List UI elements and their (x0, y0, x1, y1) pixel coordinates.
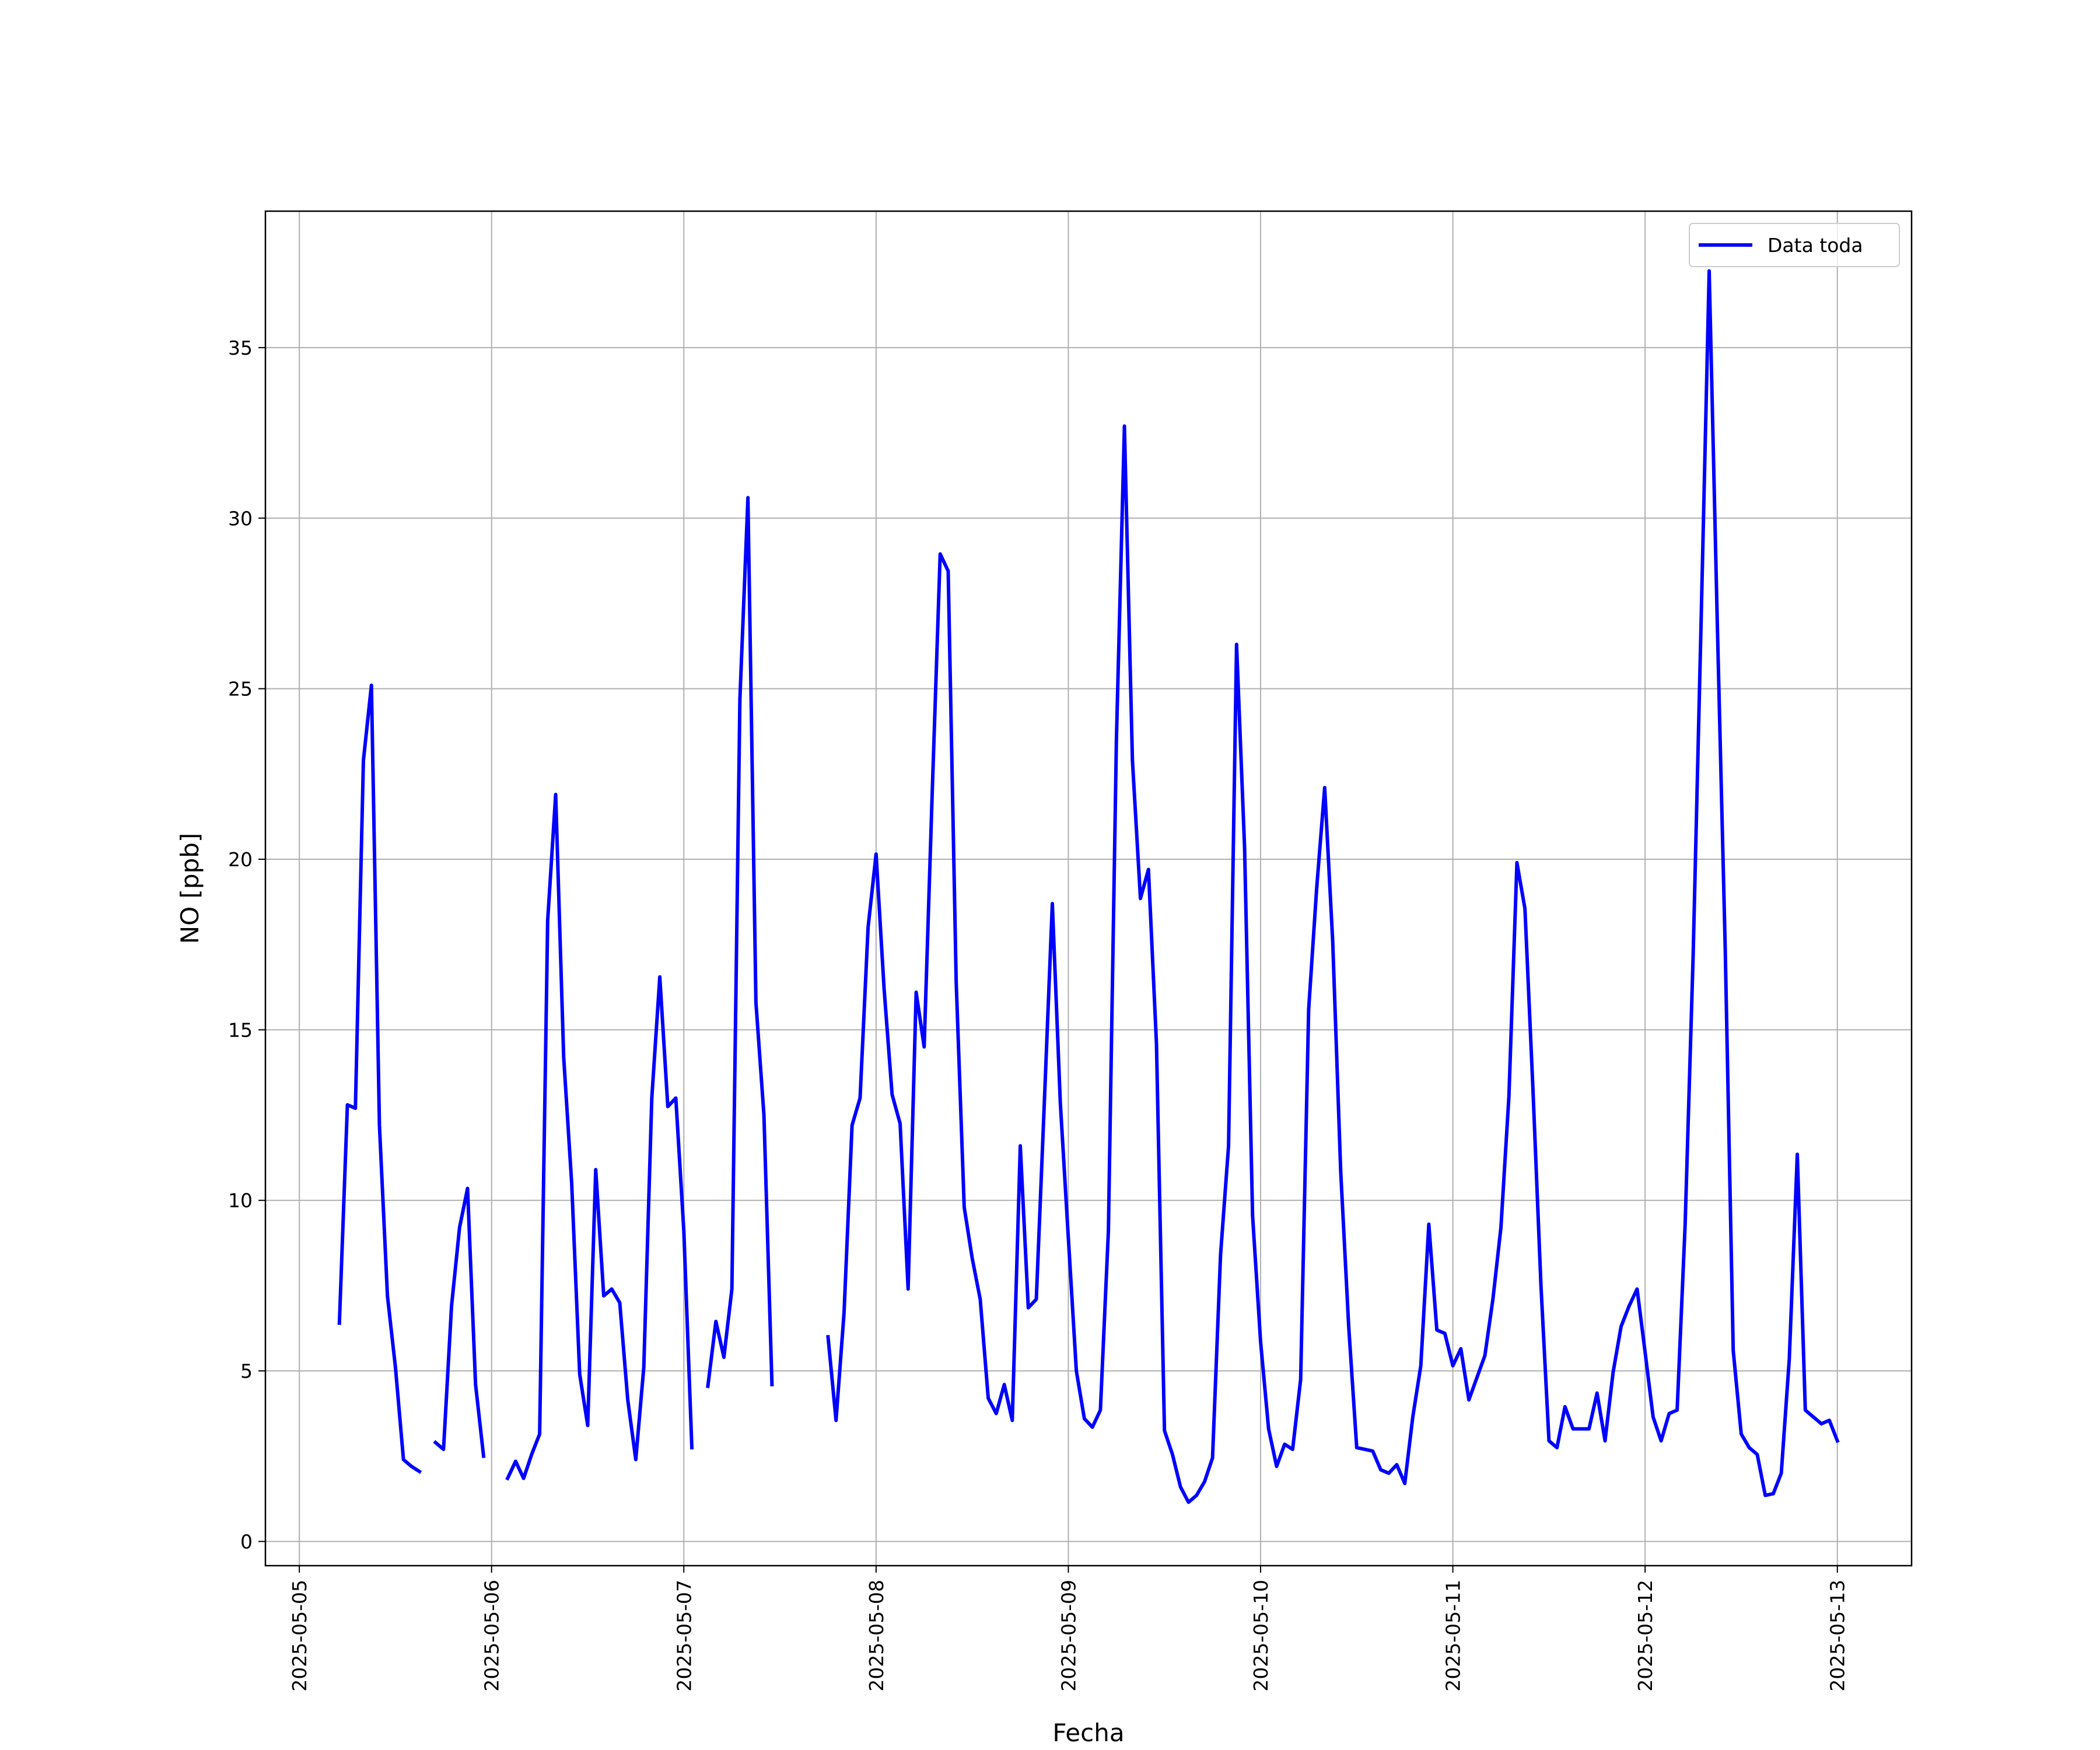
x-tick-label: 2025-05-08 (865, 1580, 888, 1692)
y-tick-label: 20 (228, 848, 253, 871)
y-tick-label: 0 (240, 1530, 253, 1553)
legend-box (1689, 223, 1900, 267)
x-axis-label: Fecha (1052, 1718, 1124, 1747)
y-axis-label: NO [ppb] (176, 833, 204, 944)
plot-frame (264, 210, 1913, 1567)
y-tick-label: 5 (240, 1360, 253, 1382)
x-tick-label: 2025-05-06 (481, 1580, 503, 1692)
x-tick-label: 2025-05-05 (288, 1580, 311, 1692)
legend-label: Data toda (1768, 234, 1863, 257)
y-tick-label: 30 (228, 507, 253, 530)
x-tick-label: 2025-05-12 (1634, 1580, 1657, 1692)
y-tick-label: 35 (228, 337, 253, 359)
x-tick-label: 2025-05-10 (1250, 1580, 1272, 1692)
x-tick-label: 2025-05-07 (673, 1580, 695, 1692)
y-tick-label: 25 (228, 678, 253, 701)
x-tick-label: 2025-05-09 (1057, 1580, 1080, 1692)
y-tick-label: 15 (228, 1019, 253, 1041)
y-tick-label: 10 (228, 1189, 253, 1212)
data-line (337, 269, 1840, 1504)
x-tick-label: 2025-05-11 (1442, 1580, 1465, 1692)
x-tick-label: 2025-05-13 (1826, 1580, 1849, 1692)
